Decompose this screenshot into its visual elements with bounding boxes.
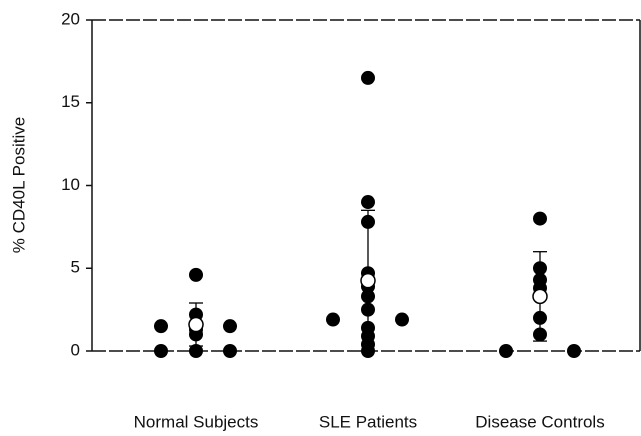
y-tick-label: 10 bbox=[61, 175, 80, 194]
point bbox=[154, 319, 168, 334]
point bbox=[361, 302, 375, 317]
point bbox=[361, 344, 375, 358]
point bbox=[533, 310, 547, 325]
point bbox=[361, 289, 375, 304]
x-tick-label: SLE Patients bbox=[319, 412, 417, 431]
point bbox=[223, 319, 237, 334]
point bbox=[533, 261, 547, 276]
mean-marker bbox=[188, 316, 204, 333]
x-tick-label: Disease Controls bbox=[475, 412, 604, 431]
point bbox=[189, 344, 203, 358]
point bbox=[499, 344, 513, 358]
point bbox=[533, 327, 547, 342]
point bbox=[223, 344, 237, 358]
y-axis-label: % CD40L Positive bbox=[9, 117, 28, 253]
point bbox=[361, 214, 375, 229]
point bbox=[189, 267, 203, 282]
point bbox=[361, 70, 375, 85]
point bbox=[154, 344, 168, 358]
y-tick-label: 20 bbox=[61, 9, 80, 28]
point bbox=[395, 312, 409, 327]
mean-marker bbox=[532, 288, 548, 305]
y-tick-label: 5 bbox=[71, 258, 80, 277]
y-tick-label: 0 bbox=[71, 340, 80, 359]
point bbox=[326, 312, 340, 327]
mean-marker bbox=[360, 272, 376, 289]
point bbox=[567, 344, 581, 358]
y-tick-label: 15 bbox=[61, 92, 80, 111]
x-tick-label: Normal Subjects bbox=[134, 412, 259, 431]
point bbox=[533, 211, 547, 226]
point bbox=[361, 195, 375, 210]
